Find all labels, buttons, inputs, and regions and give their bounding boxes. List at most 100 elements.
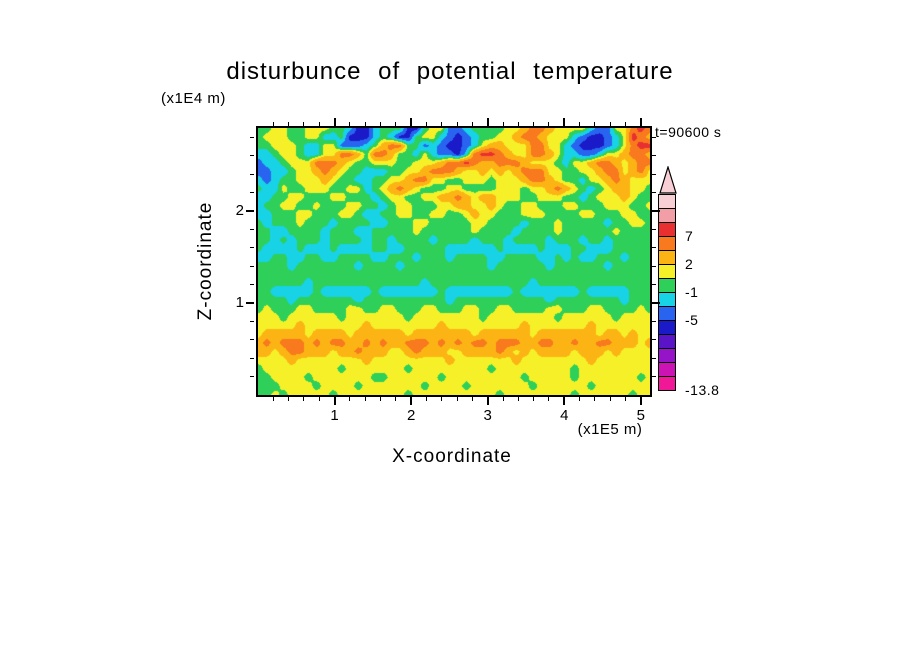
axis-tick [594,397,596,401]
colorbar-label: 2 [685,256,694,272]
axis-tick [349,122,351,126]
colorbar-segment [658,362,676,377]
axis-tick [246,209,254,212]
axis-tick [652,191,656,193]
axis-tick [364,397,366,401]
colorbar-segment [658,264,676,279]
colorbar-segment [658,334,676,349]
axis-tick [652,320,656,322]
axis-tick [652,339,656,341]
axis-tick [548,397,550,401]
axis-tick [395,397,397,401]
axis-tick [609,122,611,126]
axis-tick [250,357,254,359]
x-tick-label: 5 [636,407,645,424]
axis-tick [625,397,626,401]
axis-tick [456,397,458,401]
colorbar-segment [658,208,676,223]
axis-tick [486,118,489,126]
page-title: disturbunce of potential temperature [226,58,674,85]
axis-tick [303,397,305,401]
x-tick-label: 3 [483,407,492,424]
axis-tick [471,122,473,126]
axis-tick [395,122,397,126]
axis-tick [250,320,254,322]
colorbar-segment [658,306,676,321]
axis-tick [486,397,489,405]
axis-tick [333,397,336,405]
axis-tick [303,122,305,126]
axis-tick [364,122,366,126]
x-tick-label: 2 [406,407,416,424]
colorbar-arrow-icon [659,166,677,194]
axis-tick [652,209,660,212]
axis-tick [517,397,519,401]
colorbar-segment [658,236,676,251]
axis-tick [380,122,381,126]
colorbar-segment [658,250,676,265]
x-tick-label: 4 [560,407,569,424]
plot-area [256,126,652,397]
axis-tick [639,118,642,126]
axis-tick [250,228,254,230]
axis-tick [652,155,656,157]
axis-tick [533,122,535,126]
colorbar-segment [658,348,676,363]
axis-tick [563,397,566,405]
axis-tick [579,397,581,401]
colorbar-label: -13.8 [685,382,720,398]
axis-tick [318,122,320,126]
colorbar-segment [658,194,676,209]
x-axis-unit-label: (x1E5 m) [577,421,643,438]
axis-tick [250,265,254,267]
axis-tick [502,122,504,126]
colorbar-segment [658,320,676,335]
axis-tick [563,118,566,126]
y-axis-unit-label: (x1E4 m) [161,90,226,107]
axis-tick [652,376,656,378]
axis-tick [250,155,254,157]
colorbar-segment [658,222,676,237]
axis-tick [246,301,254,304]
y-tick-label: 1 [235,293,244,311]
axis-tick [639,397,642,405]
axis-tick [502,397,504,401]
axis-tick [652,357,656,359]
axis-tick [652,228,656,230]
axis-tick [380,397,381,401]
axis-tick [652,247,656,249]
axis-tick [533,397,535,401]
axis-tick [652,265,656,267]
axis-tick [652,173,656,175]
axis-tick [250,191,254,193]
axis-tick [272,397,274,401]
axis-tick [579,122,581,126]
axis-tick [441,122,443,126]
axis-tick [594,122,596,126]
axis-tick [625,122,626,126]
axis-tick [333,118,336,126]
x-tick-label: 1 [330,407,339,424]
x-axis-title: X-coordinate [392,446,512,467]
colorbar-segment [658,376,676,391]
y-tick-label: 2 [235,201,244,219]
axis-tick [288,397,290,401]
colorbar-label: -5 [685,312,699,328]
axis-tick [250,247,254,249]
axis-tick [425,122,427,126]
axis-tick [250,173,254,175]
axis-tick [250,376,254,378]
axis-tick [609,397,611,401]
axis-tick [272,122,274,126]
axis-tick [250,339,254,341]
axis-tick [456,122,458,126]
axis-tick [471,397,473,401]
axis-tick [441,397,443,401]
axis-tick [652,136,656,138]
colorbar-segment [658,278,676,293]
colorbar-segment [658,292,676,307]
colorbar-label: 7 [685,228,694,244]
axis-tick [652,284,656,286]
axis-tick [517,122,519,126]
